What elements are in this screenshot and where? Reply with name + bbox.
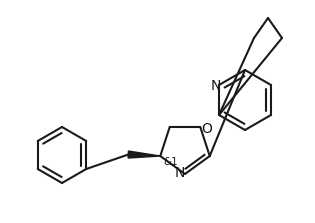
Text: &1: &1 bbox=[163, 157, 178, 167]
Polygon shape bbox=[128, 151, 160, 158]
Text: O: O bbox=[201, 122, 212, 136]
Text: N: N bbox=[175, 166, 185, 180]
Text: N: N bbox=[211, 79, 221, 93]
